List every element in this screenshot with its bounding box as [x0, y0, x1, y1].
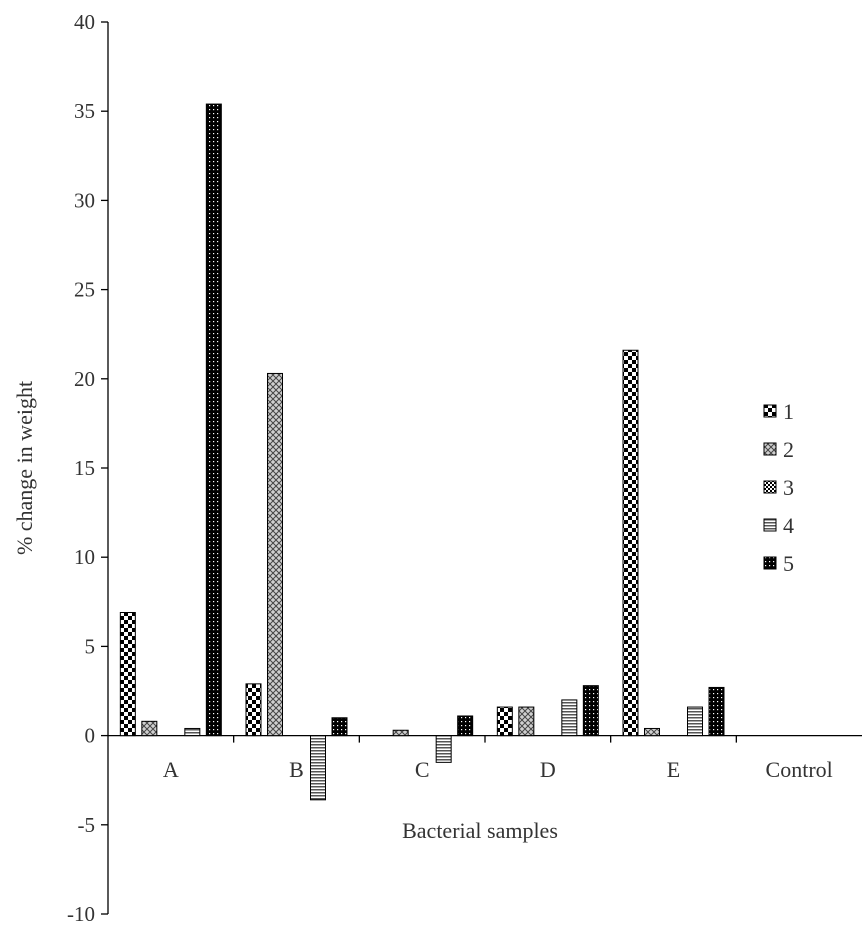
bar-d-series-5	[582, 685, 599, 737]
bar-b-series-5	[331, 717, 348, 737]
legend: 1 2 3 4 5	[763, 399, 794, 576]
x-axis	[108, 734, 862, 743]
legend-label: 3	[783, 475, 794, 500]
y-tick-label: 10	[74, 545, 95, 569]
y-tick-label: 40	[74, 10, 95, 34]
bar-e-series-4	[687, 706, 703, 737]
legend-swatch	[763, 556, 777, 570]
legend-label: 2	[783, 437, 794, 462]
bar-e-series-1	[622, 349, 639, 737]
y-tick-label: -5	[78, 813, 96, 837]
bar-b-series-4	[310, 735, 326, 801]
legend-swatch	[763, 442, 777, 456]
y-tick-label: 15	[74, 456, 95, 480]
legend-swatch	[763, 404, 777, 418]
category-label: E	[667, 757, 680, 782]
bar-a-series-4	[184, 727, 201, 737]
category-label: B	[289, 757, 304, 782]
bar-e-series-5	[708, 686, 725, 737]
legend-label: 4	[783, 513, 794, 538]
legend-label: 1	[783, 399, 794, 424]
y-tick-label: 30	[74, 188, 95, 212]
bar-b-series-2	[267, 372, 283, 737]
y-tick-label: -10	[67, 902, 95, 926]
category-label: A	[163, 757, 179, 782]
legend-label: 5	[783, 551, 794, 576]
category-label: C	[415, 757, 430, 782]
bar-a-series-2	[141, 720, 158, 737]
legend-swatch	[763, 518, 777, 532]
y-tick-label: 5	[85, 634, 96, 658]
bar-c-series-5	[457, 715, 474, 737]
bar-a-series-5	[205, 103, 222, 737]
bar-d-series-1	[496, 706, 513, 737]
category-label: D	[540, 757, 556, 782]
x-axis-title: Bacterial samples	[402, 818, 558, 843]
bar-d-series-4	[561, 699, 578, 737]
legend-swatch	[763, 480, 777, 494]
y-axis: 40 35 30 25 20 15 10 5 0 -5 -10	[67, 10, 109, 926]
bar-e-series-2	[644, 727, 660, 737]
y-tick-label: 20	[74, 367, 95, 391]
bar-b-series-1	[245, 683, 262, 737]
bar-c-series-2	[392, 729, 409, 737]
y-tick-label: 25	[74, 278, 95, 302]
bars	[119, 103, 725, 801]
category-label: Control	[766, 757, 833, 782]
bar-d-series-2	[518, 706, 535, 737]
y-tick-label: 35	[74, 99, 95, 123]
bar-a-series-1	[119, 612, 136, 737]
bar-c-series-4	[435, 735, 452, 763]
y-axis-title: % change in weight	[12, 381, 37, 555]
category-labels: A B C D E Control	[163, 757, 833, 782]
y-tick-label: 0	[85, 724, 96, 748]
